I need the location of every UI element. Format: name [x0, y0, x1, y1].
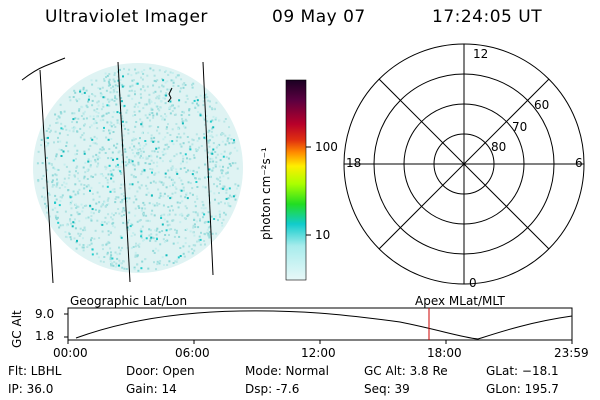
mlt-label-12: 12	[473, 47, 489, 61]
info-glat: GLat: −18.1	[486, 364, 559, 378]
lon-line-1	[39, 69, 54, 284]
alt-xlabel-2359: 23:59	[554, 346, 589, 360]
time-readout: 17:24:05 UT	[432, 7, 543, 27]
info-filter: Flt: LBHL	[8, 364, 62, 378]
lat-label-80: 80	[491, 140, 507, 154]
alt-xlabel-1200: 12:00	[301, 346, 336, 360]
alt-ylabel-1-8: 1.8	[35, 329, 55, 343]
coastline-2	[167, 87, 173, 103]
mlt-label-0: 0	[469, 276, 477, 290]
colorbar-gradient	[285, 79, 307, 281]
lat-label-60: 60	[534, 98, 550, 112]
date-readout: 09 May 07	[272, 7, 366, 27]
polar-diag-2	[378, 78, 550, 250]
info-ip: IP: 36.0	[8, 382, 54, 396]
mlt-label-6: 6	[575, 156, 583, 170]
info-mode: Mode: Normal	[245, 364, 329, 378]
info-gain: Gain: 14	[126, 382, 177, 396]
app-title: Ultraviolet Imager	[45, 7, 208, 27]
polar-plot	[343, 43, 585, 285]
coastline-1	[21, 57, 66, 81]
geographic-image	[21, 57, 243, 284]
colorbar-unit-label: photon cm⁻²s⁻¹	[259, 147, 273, 240]
geographic-panel-label: Geographic Lat/Lon	[70, 294, 188, 308]
mlt-label-18: 18	[346, 156, 362, 170]
alt-xlabel-0600: 06:00	[175, 346, 210, 360]
colorbar-label-100: 100	[315, 140, 338, 154]
lat-label-70: 70	[512, 120, 528, 134]
alt-xlabel-1800: 18:00	[427, 346, 462, 360]
altitude-ylabel: GC Alt	[10, 310, 24, 348]
info-gc-alt: GC Alt: 3.8 Re	[364, 364, 448, 378]
altitude-plot	[64, 307, 573, 344]
alt-xticks	[67, 340, 573, 344]
lon-line-3	[202, 61, 214, 276]
altitude-curve	[75, 310, 573, 340]
info-dsp: Dsp: -7.6	[245, 382, 300, 396]
alt-xlabel-0000: 00:00	[53, 346, 88, 360]
alt-ylabel-9: 9.0	[35, 307, 55, 321]
lon-line-2	[117, 61, 131, 283]
info-glon: GLon: 195.7	[486, 382, 559, 396]
colorbar-label-10: 10	[315, 228, 331, 242]
image-disk	[33, 63, 243, 273]
info-door: Door: Open	[126, 364, 195, 378]
colorbar	[285, 79, 311, 281]
info-seq: Seq: 39	[364, 382, 410, 396]
apex-panel-label: Apex MLat/MLT	[415, 294, 505, 308]
